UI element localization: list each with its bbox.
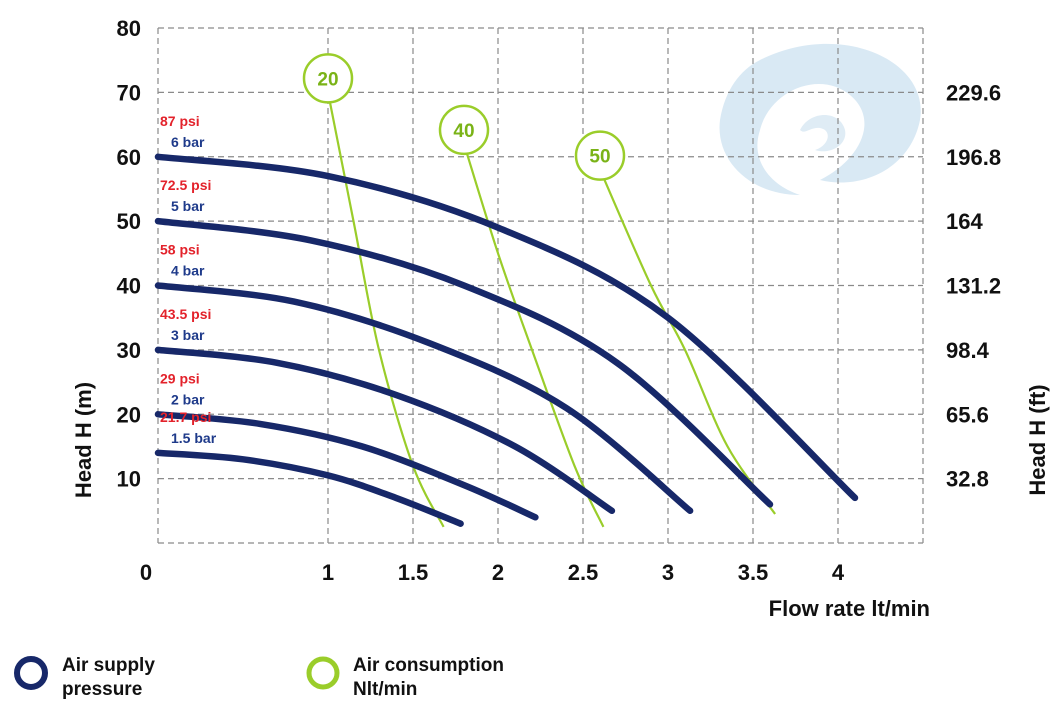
y-tick-label: 40: [117, 274, 141, 299]
x-tick-label: 1.5: [398, 560, 429, 585]
y-right-tick-label: 98.4: [946, 338, 990, 363]
legend-consumption-label-2: Nlt/min: [353, 679, 417, 700]
grid: [157, 27, 924, 544]
y-axis-ticks: 10 20 30 40 50 60 70 80: [117, 16, 141, 492]
y-right-tick-label: 32.8: [946, 467, 989, 492]
pressure-curve-2-bar: [154, 411, 539, 521]
pressure-psi-label: 72.5 psi: [160, 177, 211, 193]
consumption-line-50: [598, 169, 776, 515]
series-layer: [154, 92, 859, 528]
y-right-tick-label: 131.2: [946, 274, 1001, 299]
series-labels: 20 40 50 21.7 psi 1.5 bar 29 psi 2 bar 43.5 psi…: [160, 53, 626, 446]
legend-item-consumption: Air consumption Nlt/min: [306, 655, 504, 700]
y-tick-label: 50: [117, 209, 141, 234]
consumption-bubble-50: [574, 130, 626, 181]
legend-pressure-swatch: [14, 656, 48, 690]
x-axis-ticks: 0 1 1.5 2 2.5 3 3.5 4: [140, 560, 845, 585]
pressure-curve-1-5-bar: [154, 449, 464, 527]
x-tick-label: 3.5: [738, 560, 769, 585]
y-tick-label: 30: [117, 338, 141, 363]
x-tick-label: 2: [492, 560, 504, 585]
pressure-curve-4-bar: [154, 282, 694, 515]
y-right-tick-label: 164: [946, 209, 983, 234]
legend-pressure-label-2: pressure: [62, 679, 142, 700]
consumption-bubble-label: 40: [453, 121, 474, 142]
y-right-tick-label: 65.6: [946, 402, 989, 427]
x-tick-label: 0: [140, 560, 152, 585]
y-tick-label: 20: [117, 402, 141, 427]
pressure-psi-label: 29 psi: [160, 370, 200, 386]
x-tick-label: 2.5: [568, 560, 599, 585]
consumption-bubble-40: [438, 104, 490, 156]
y-axis-right-ticks: 32.8 65.6 98.4 131.2 164 196.8 229.6: [946, 80, 1001, 491]
legend-item-pressure: Air supply pressure: [14, 655, 155, 700]
pressure-bar-label: 5 bar: [171, 198, 205, 214]
pressure-curve-5-bar: [154, 217, 774, 508]
pressure-psi-label: 21.7 psi: [160, 409, 211, 425]
y-tick-label: 10: [117, 467, 141, 492]
pressure-bar-label: 4 bar: [171, 263, 205, 279]
y-axis-title: Head H (m): [71, 382, 96, 498]
legend: Air supply pressure Air consumption Nlt/…: [14, 655, 504, 700]
y-axis-right-title: Head H (ft): [1025, 384, 1050, 495]
consumption-bubble-label: 20: [317, 69, 338, 90]
x-tick-label: 1: [322, 560, 334, 585]
consumption-line-20: [326, 92, 445, 528]
swirl-logo-icon: [719, 43, 921, 195]
y-right-tick-label: 229.6: [946, 80, 1001, 105]
x-axis-title: Flow rate lt/min: [769, 596, 930, 621]
x-tick-label: 3: [662, 560, 674, 585]
y-tick-label: 60: [117, 145, 141, 170]
consumption-line-40: [462, 143, 605, 528]
y-tick-label: 70: [117, 80, 141, 105]
pressure-bar-label: 1.5 bar: [171, 430, 217, 446]
pressure-bar-label: 3 bar: [171, 327, 205, 343]
pressure-curve-6-bar: [154, 153, 859, 502]
pressure-psi-label: 58 psi: [160, 242, 200, 258]
legend-pressure-label-1: Air supply: [62, 655, 155, 676]
y-right-tick-label: 196.8: [946, 145, 1001, 170]
pressure-psi-label: 87 psi: [160, 113, 200, 129]
pressure-bar-label: 2 bar: [171, 391, 205, 407]
consumption-bubble-20: [302, 53, 354, 104]
pressure-curve-3-bar: [154, 346, 616, 515]
pressure-psi-label: 43.5 psi: [160, 306, 211, 322]
y-tick-label: 80: [117, 16, 141, 41]
x-tick-label: 4: [832, 560, 845, 585]
consumption-bubble-label: 50: [589, 147, 610, 168]
legend-consumption-label-1: Air consumption: [353, 655, 504, 676]
legend-consumption-swatch: [306, 656, 340, 690]
pressure-bar-label: 6 bar: [171, 134, 205, 150]
